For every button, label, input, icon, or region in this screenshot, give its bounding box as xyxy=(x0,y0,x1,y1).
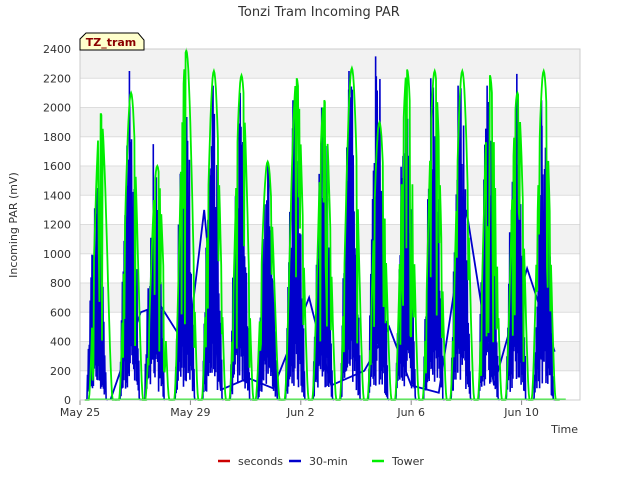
series-tower-day xyxy=(446,67,479,401)
site-label-shape xyxy=(79,32,145,51)
y-tick-label: 0 xyxy=(64,394,71,407)
series-tower-day xyxy=(280,78,313,401)
series-tower-day xyxy=(418,67,451,401)
site-label-text: TZ_tram xyxy=(86,36,137,49)
series-30min-day xyxy=(143,177,166,401)
plot-band xyxy=(80,136,580,166)
x-axis-ticks: May 25 May 29 Jun 2 Jun 6 Jun 10 xyxy=(60,400,539,419)
plot-band xyxy=(80,78,580,108)
y-tick-label: 1000 xyxy=(43,248,71,261)
series-tower-day xyxy=(391,69,424,401)
series-tower-day xyxy=(363,119,396,401)
x-tick-label: Jun 10 xyxy=(503,406,539,419)
series-tower-day xyxy=(335,65,368,401)
legend: seconds 30-min Tower xyxy=(218,455,424,468)
x-tick-label: May 29 xyxy=(170,406,210,419)
y-axis-ticks: 0 200 400 600 800 1000 1200 1400 1600 1800 2000 220… xyxy=(43,43,71,407)
series-tower-day xyxy=(308,99,341,401)
series-tower-day xyxy=(197,67,230,401)
series-tower-day xyxy=(501,90,534,401)
y-tick-label: 1600 xyxy=(43,160,71,173)
series-tower-day xyxy=(473,75,506,401)
series-30min-day xyxy=(532,125,555,401)
legend-label: Tower xyxy=(391,455,424,468)
x-tick-label: Jun 2 xyxy=(286,406,315,419)
x-axis-label: Time xyxy=(550,423,578,436)
series-tower-day xyxy=(84,113,117,401)
x-tick-label: Jun 6 xyxy=(396,406,425,419)
y-tick-label: 400 xyxy=(50,336,71,349)
y-tick-label: 2200 xyxy=(43,72,71,85)
y-axis-label: Incoming PAR (mV) xyxy=(7,172,20,278)
series-tower-day xyxy=(115,90,148,401)
plot-band xyxy=(80,107,580,137)
chart-title: Tonzi Tram Incoming PAR xyxy=(237,5,400,20)
series-tower-day xyxy=(225,72,258,401)
y-tick-label: 1800 xyxy=(43,131,71,144)
y-tick-label: 1400 xyxy=(43,189,71,202)
series-tower-day xyxy=(527,67,560,401)
legend-label: 30-min xyxy=(309,455,348,468)
series-tower-day xyxy=(141,163,174,401)
y-tick-label: 600 xyxy=(50,306,71,319)
y-tick-label: 200 xyxy=(50,365,71,378)
plot-frame xyxy=(79,48,581,401)
series-tower-day xyxy=(251,159,284,401)
y-tick-label: 2000 xyxy=(43,102,71,115)
y-tick-label: 2400 xyxy=(43,43,71,56)
y-tick-label: 800 xyxy=(50,277,71,290)
legend-label: seconds xyxy=(238,455,283,468)
series-tower-day xyxy=(170,47,203,401)
plot-band xyxy=(80,49,580,79)
y-tick-label: 1200 xyxy=(43,219,71,232)
site-label-box: TZ_tram xyxy=(79,32,145,51)
x-tick-label: May 25 xyxy=(60,406,100,419)
